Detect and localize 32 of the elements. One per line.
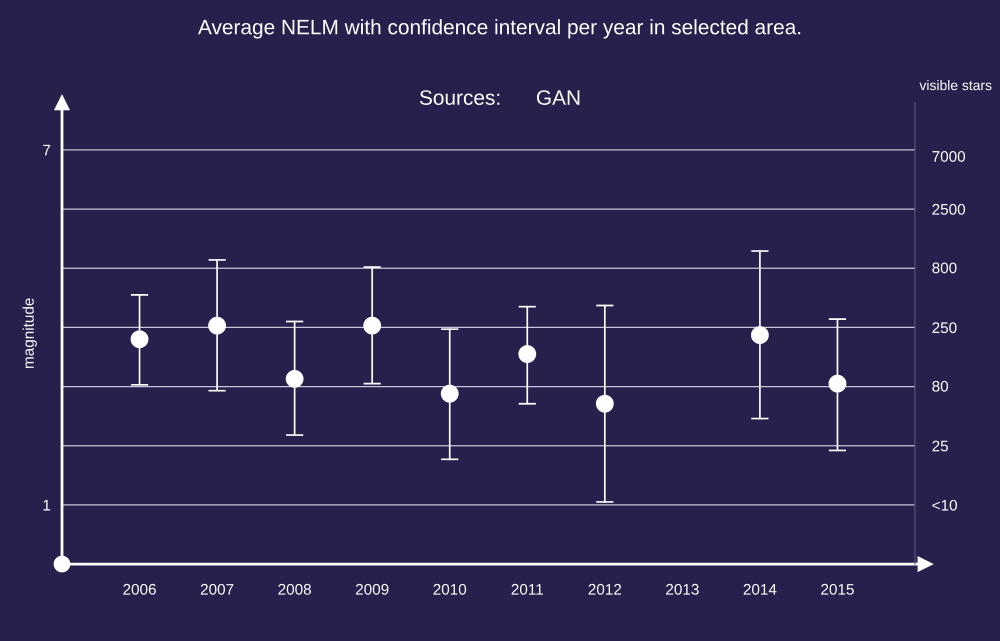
x-tick-label: 2012 [588,584,622,595]
y2-axis-title: visible stars [920,80,992,90]
y-tick-label: 1 [44,500,50,510]
y-tick-label: 7 [43,144,50,156]
x-tick-label: 2007 [200,584,234,595]
y2-tick-label: <10 [932,500,957,511]
point [208,316,226,335]
chart-subtitle: Sources: GAN [420,90,580,105]
point [518,345,536,363]
x-tick-label: 2008 [278,584,311,595]
point [751,326,769,344]
point [440,384,459,403]
x-tick-label: 2011 [512,584,543,595]
y-axis-title: magnitude [22,298,37,368]
x-tick-label: 2006 [123,584,156,595]
y2-tick-label: 800 [932,262,957,274]
y2-tick-label: 80 [932,380,948,392]
x-tick-label: 2014 [744,584,776,595]
x-tick-label: 2013 [666,584,699,595]
x-tick-label: 2015 [821,584,854,595]
point [596,394,614,413]
y2-tick-label: 7000 [932,151,966,162]
y2-tick-label: 25 [932,440,948,452]
point [828,374,846,393]
point [363,316,382,335]
y2-tick-label: 2500 [932,204,966,215]
x-tick-label: 2009 [356,584,388,595]
chart-title: Average NELM with confidence interval per year in selected area. [198,19,800,39]
point [286,370,304,388]
x-tick-label: 2010 [434,584,466,595]
point [130,330,148,348]
y2-tick-label: 250 [932,322,957,334]
